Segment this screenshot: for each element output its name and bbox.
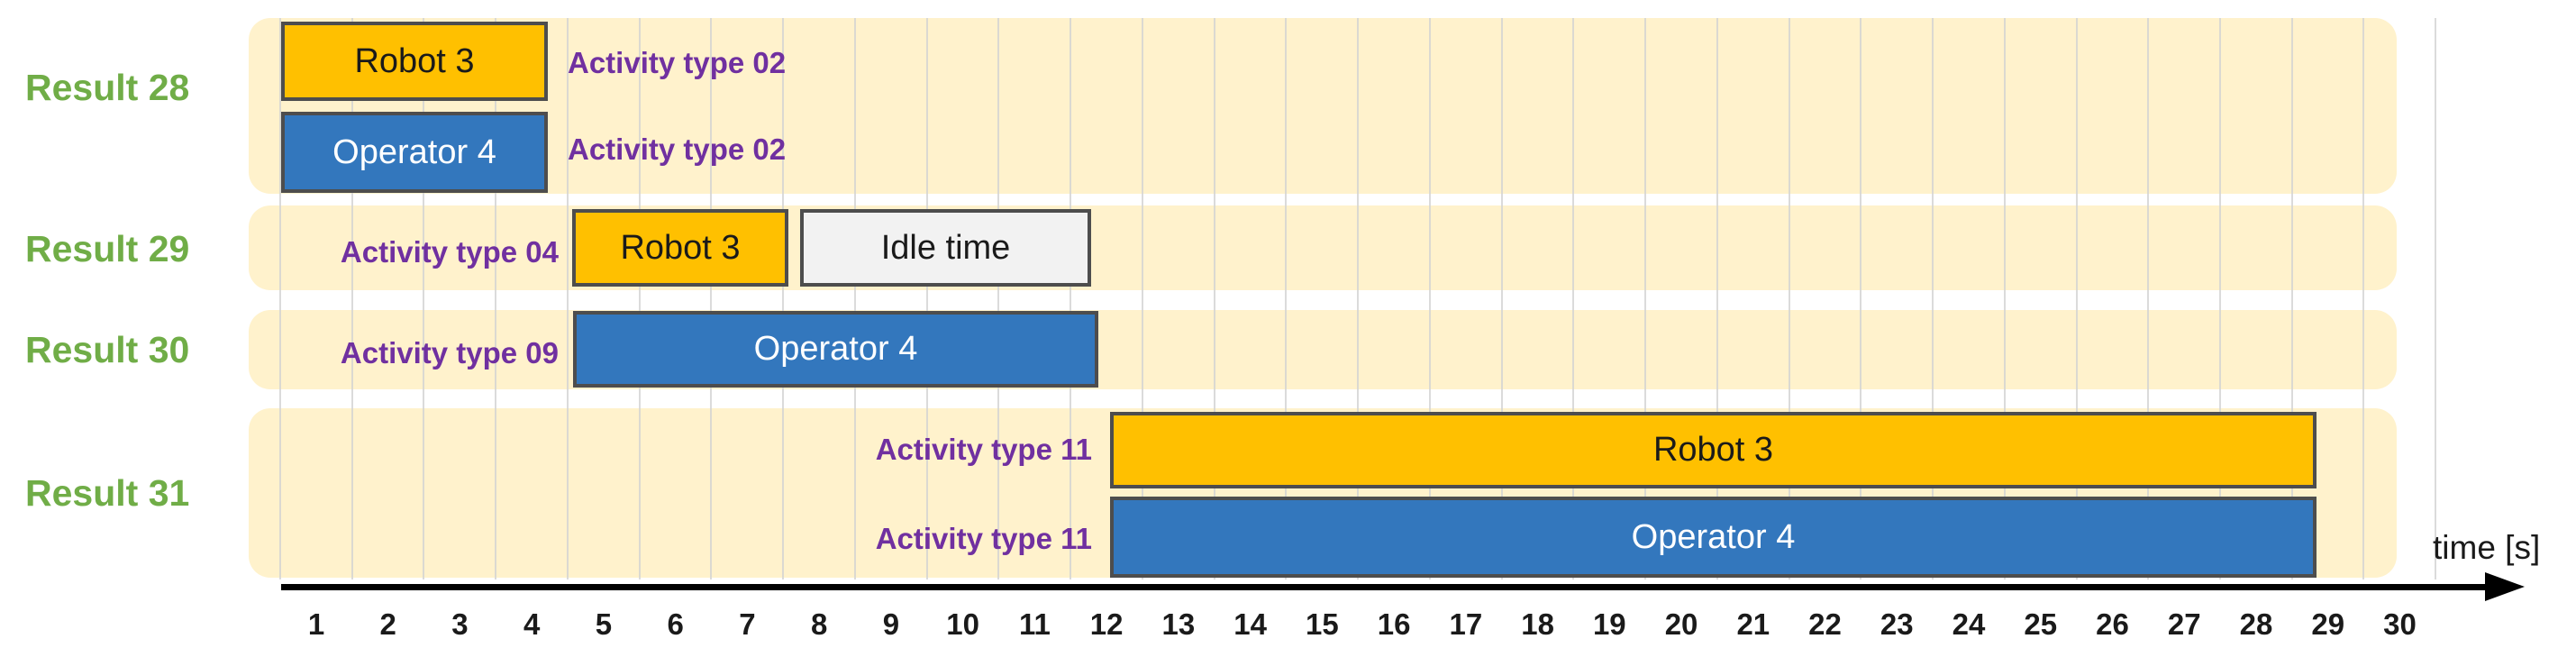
gridline bbox=[1572, 18, 1575, 579]
axis-tick-label: 9 bbox=[882, 607, 900, 641]
axis-tick-label: 30 bbox=[2383, 607, 2417, 641]
axis-tick-label: 11 bbox=[1018, 607, 1051, 641]
gridline bbox=[1428, 18, 1431, 579]
bar-result31-operator4: Operator 4 bbox=[1110, 497, 2317, 578]
bar-result28-operator4: Operator 4 bbox=[281, 112, 548, 193]
axis-tick-label: 23 bbox=[1880, 607, 1914, 641]
axis-tick-label: 27 bbox=[2167, 607, 2201, 641]
axis-tick-label: 14 bbox=[1233, 607, 1267, 641]
row-label-result-30: Result 30 bbox=[25, 328, 190, 370]
gridline bbox=[1500, 18, 1503, 579]
activity-label-r31-robot: Activity type 11 bbox=[875, 433, 1092, 466]
axis-tick-label: 5 bbox=[595, 607, 613, 641]
gridline bbox=[566, 18, 569, 579]
bar-result29-robot3: Robot 3 bbox=[572, 209, 788, 287]
gridline bbox=[2003, 18, 2006, 579]
gridline bbox=[782, 18, 785, 579]
gridline bbox=[1070, 18, 1072, 579]
time-axis-line bbox=[281, 584, 2490, 590]
row-band-result-29 bbox=[249, 205, 2397, 290]
row-label-result-31: Result 31 bbox=[25, 471, 190, 514]
gridline bbox=[1860, 18, 1862, 579]
axis-tick-label: 21 bbox=[1736, 607, 1770, 641]
gridline bbox=[350, 18, 353, 579]
gridline bbox=[1644, 18, 1647, 579]
axis-tick-label: 29 bbox=[2311, 607, 2345, 641]
axis-tick-label: 10 bbox=[946, 607, 980, 641]
gridline bbox=[423, 18, 425, 579]
gridline bbox=[1788, 18, 1790, 579]
activity-label-r28-robot: Activity type 02 bbox=[568, 46, 787, 79]
gridline bbox=[1932, 18, 1934, 579]
axis-tick-label: 26 bbox=[2096, 607, 2129, 641]
axis-tick-label: 17 bbox=[1449, 607, 1483, 641]
gridline bbox=[1716, 18, 1718, 579]
activity-label-r31-operator: Activity type 11 bbox=[875, 522, 1092, 555]
row-label-result-29: Result 29 bbox=[25, 227, 190, 269]
bar-result30-operator4: Operator 4 bbox=[573, 311, 1098, 388]
gridline bbox=[925, 18, 928, 579]
activity-label-r30: Activity type 09 bbox=[340, 336, 559, 370]
gridline bbox=[279, 18, 281, 579]
gridline bbox=[853, 18, 856, 579]
axis-tick-label: 7 bbox=[739, 607, 756, 641]
gridline bbox=[710, 18, 713, 579]
axis-tick-label: 20 bbox=[1664, 607, 1698, 641]
axis-tick-label: 19 bbox=[1592, 607, 1626, 641]
gridline bbox=[2075, 18, 2078, 579]
row-band-result-30 bbox=[249, 310, 2397, 389]
gridline bbox=[1357, 18, 1360, 579]
axis-tick-label: 25 bbox=[2024, 607, 2058, 641]
axis-tick-label: 4 bbox=[523, 607, 541, 641]
bar-result28-robot3: Robot 3 bbox=[281, 22, 548, 101]
row-label-result-28: Result 28 bbox=[25, 66, 190, 108]
gridline bbox=[638, 18, 641, 579]
axis-tick-label: 1 bbox=[307, 607, 325, 641]
axis-tick-label: 12 bbox=[1089, 607, 1124, 641]
gridline bbox=[2290, 18, 2293, 579]
gridline bbox=[2435, 18, 2437, 579]
activity-label-r29: Activity type 04 bbox=[340, 235, 559, 269]
time-axis-unit-label: time [s] bbox=[2433, 529, 2541, 566]
gridline bbox=[1141, 18, 1143, 579]
gridline bbox=[495, 18, 497, 579]
bar-result31-robot3: Robot 3 bbox=[1110, 412, 2317, 488]
axis-tick-label: 8 bbox=[810, 607, 828, 641]
axis-tick-label: 6 bbox=[667, 607, 684, 641]
axis-tick-label: 3 bbox=[451, 607, 469, 641]
gridline bbox=[2218, 18, 2221, 579]
axis-tick-label: 22 bbox=[1808, 607, 1842, 641]
axis-tick-label: 15 bbox=[1306, 607, 1339, 641]
axis-tick-label: 28 bbox=[2239, 607, 2273, 641]
axis-tick-label: 18 bbox=[1521, 607, 1554, 641]
bar-result29-idle-time: Idle time bbox=[800, 209, 1091, 287]
axis-tick-label: 2 bbox=[379, 607, 396, 641]
gridline bbox=[1213, 18, 1215, 579]
axis-tick-label: 24 bbox=[1952, 607, 1986, 641]
gridline bbox=[997, 18, 1000, 579]
activity-label-r28-operator: Activity type 02 bbox=[568, 132, 787, 166]
axis-tick-label: 16 bbox=[1377, 607, 1411, 641]
gridline bbox=[2362, 18, 2365, 579]
row-band-result-28 bbox=[249, 18, 2397, 194]
axis-tick-label: 13 bbox=[1161, 607, 1196, 641]
time-axis-arrowhead bbox=[2485, 572, 2525, 601]
gridline bbox=[2147, 18, 2150, 579]
gridline bbox=[1285, 18, 1288, 579]
